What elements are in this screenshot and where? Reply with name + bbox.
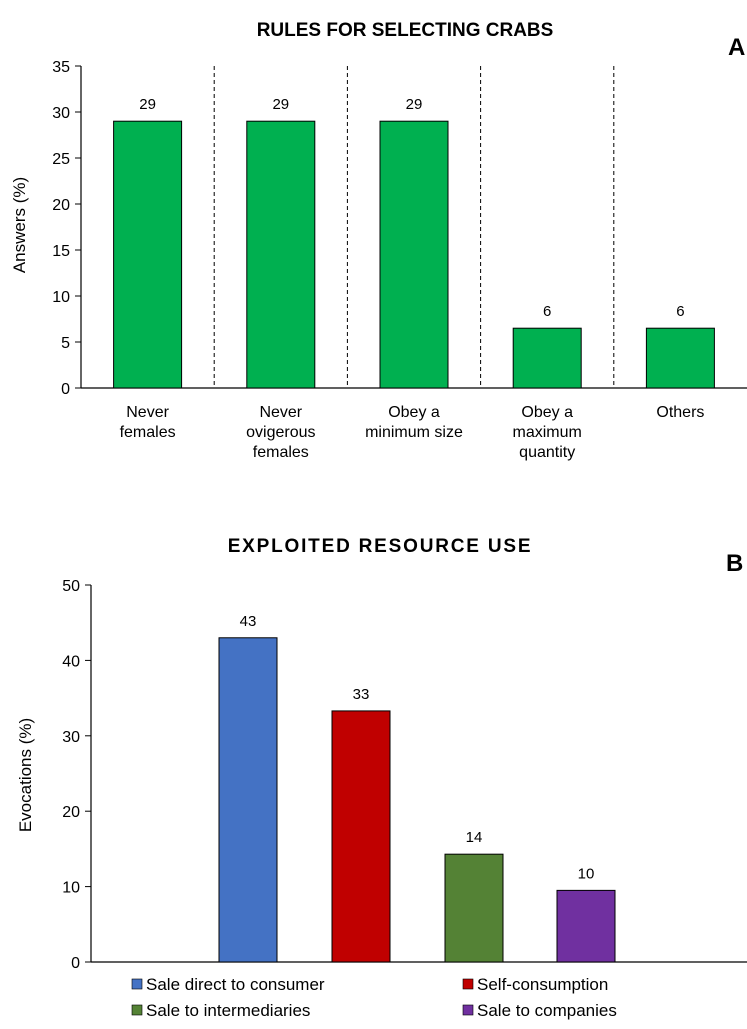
- chart-a-category-label: minimum size: [365, 424, 463, 441]
- chart-a: RULES FOR SELECTING CRABS A 0 5 10 15 20 25 30…: [10, 20, 747, 461]
- chart-b-legend-label: Sale direct to consumer: [146, 975, 325, 994]
- chart-a-category-label: ovigerous: [246, 424, 315, 441]
- chart-b-bars: [218, 637, 616, 963]
- chart-b-data-labels: 43 33 14 10: [240, 613, 595, 883]
- chart-a-category-label: Obey a: [521, 404, 573, 421]
- chart-a-data-label: 6: [676, 303, 684, 320]
- chart-b-y-tick-label: 40: [62, 653, 80, 670]
- chart-a-bars: [113, 120, 715, 389]
- chart-a-y-tick-label: 35: [52, 59, 70, 76]
- chart-b-legend-swatch: [462, 1004, 474, 1016]
- chart-b-title: EXPLOITED RESOURCE USE: [228, 536, 533, 557]
- chart-b-data-label: 14: [466, 829, 483, 846]
- chart-b-data-label: 43: [240, 613, 257, 630]
- chart-b-legend-label: Self-consumption: [477, 975, 608, 994]
- chart-a-y-tick-label: 10: [52, 289, 70, 306]
- chart-a-y-tick-label: 15: [52, 243, 70, 260]
- chart-b-legend-swatch: [131, 1004, 143, 1016]
- chart-b-y-tick-label: 0: [71, 955, 80, 972]
- chart-a-category-label: Never: [259, 404, 302, 421]
- chart-a-data-label: 6: [543, 303, 551, 320]
- chart-a-bar: [246, 120, 316, 389]
- chart-a-category-label: females: [253, 444, 309, 461]
- chart-a-y-tick-label: 25: [52, 151, 70, 168]
- chart-a-category-label: Others: [656, 404, 704, 421]
- chart-a-category-label: maximum: [513, 424, 582, 441]
- chart-a-axes: 0 5 10 15 20 25 30 35: [52, 59, 747, 398]
- chart-a-bar: [113, 120, 183, 389]
- chart-b-legend-swatch: [131, 978, 143, 990]
- chart-a-bar: [645, 327, 715, 389]
- chart-a-data-label: 29: [406, 96, 423, 113]
- chart-a-y-tick-label: 30: [52, 105, 70, 122]
- chart-a-category-label: quantity: [519, 444, 575, 461]
- chart-a-category-labels: Never females Never ovigerous females Obey a m…: [120, 404, 705, 461]
- chart-b-axes: 0 10 20 30 40 50: [62, 578, 747, 972]
- chart-b-legend-entry: Sale to companies: [462, 1001, 617, 1020]
- chart-a-y-axis-label: Answers (%): [10, 177, 29, 273]
- chart-a-category-label: Obey a: [388, 404, 440, 421]
- chart-a-bar: [512, 327, 582, 389]
- chart-b-data-label: 33: [353, 686, 370, 703]
- chart-a-data-label: 29: [272, 96, 289, 113]
- chart-b-legend-swatch: [462, 978, 474, 990]
- chart-b-y-tick-label: 50: [62, 578, 80, 595]
- chart-a-category-label: Never: [126, 404, 169, 421]
- chart-b-y-tick-label: 30: [62, 729, 80, 746]
- chart-b-panel-letter: B: [726, 550, 743, 577]
- chart-a-y-tick-label: 0: [61, 381, 70, 398]
- chart-b: EXPLOITED RESOURCE USE B 0 10 20 30 40 50 43 3…: [16, 536, 747, 1020]
- chart-a-bar: [379, 120, 449, 389]
- chart-a-panel-letter: A: [728, 34, 745, 61]
- chart-b-legend-label: Sale to intermediaries: [146, 1001, 310, 1020]
- chart-b-bar: [444, 853, 504, 963]
- chart-b-legend-entry: Sale direct to consumer: [131, 975, 325, 994]
- chart-b-y-tick-label: 10: [62, 880, 80, 897]
- chart-b-bar: [556, 889, 616, 963]
- chart-a-category-label: females: [120, 424, 176, 441]
- chart-b-y-axis-label: Evocations (%): [16, 718, 35, 832]
- chart-b-legend: Sale direct to consumer Self-consumption S…: [131, 975, 617, 1020]
- chart-b-legend-entry: Sale to intermediaries: [131, 1001, 310, 1020]
- chart-b-bar: [331, 710, 391, 963]
- chart-b-legend-entry: Self-consumption: [462, 975, 608, 994]
- chart-b-y-tick-label: 20: [62, 804, 80, 821]
- chart-b-data-label: 10: [578, 865, 595, 882]
- chart-a-y-tick-label: 20: [52, 197, 70, 214]
- chart-a-title: RULES FOR SELECTING CRABS: [257, 20, 554, 41]
- chart-b-bar: [218, 637, 278, 963]
- chart-a-data-labels: 29 29 29 6 6: [139, 96, 684, 320]
- chart-b-legend-label: Sale to companies: [477, 1001, 617, 1020]
- chart-a-data-label: 29: [139, 96, 156, 113]
- chart-a-y-tick-label: 5: [61, 335, 70, 352]
